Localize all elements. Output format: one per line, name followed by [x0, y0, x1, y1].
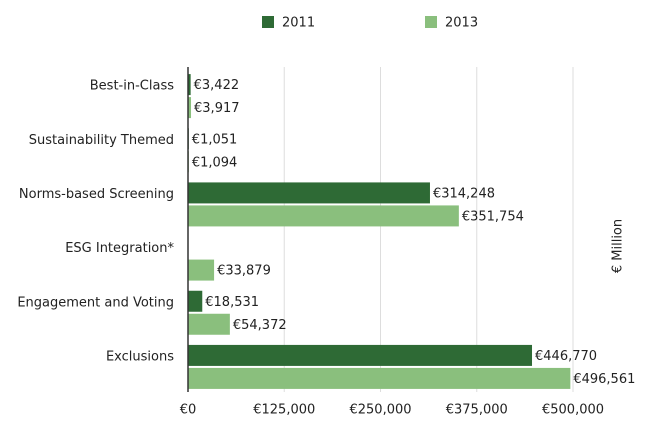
value-label: €314,248	[433, 186, 495, 201]
y-tick-label: Norms-based Screening	[19, 187, 174, 202]
bar	[188, 313, 230, 335]
bar	[188, 74, 191, 96]
bar	[188, 344, 533, 366]
value-label: €3,917	[194, 101, 240, 116]
value-label: €33,879	[217, 264, 271, 279]
value-label: €1,051	[192, 132, 238, 147]
legend-label: 2011	[282, 16, 315, 31]
legend-swatch	[425, 16, 437, 28]
bar	[188, 259, 215, 281]
y-tick-label: Sustainability Themed	[29, 133, 174, 148]
legend-label: 2013	[445, 16, 478, 31]
y-tick-label: Exclusions	[106, 349, 174, 364]
value-label: €1,094	[192, 155, 238, 170]
bar	[188, 290, 203, 312]
y-tick-label: Best-in-Class	[90, 79, 174, 94]
value-label: €351,754	[462, 209, 524, 224]
y-tick-label: ESG Integration*	[65, 241, 174, 256]
legend-swatch	[262, 16, 274, 28]
value-label: €446,770	[535, 349, 597, 364]
value-label: €18,531	[205, 295, 259, 310]
value-label: €3,422	[194, 78, 240, 93]
x-tick-label: €500,000	[542, 403, 604, 418]
x-tick-label: €125,000	[253, 403, 315, 418]
x-tick-label: €0	[180, 403, 197, 418]
bar	[188, 205, 459, 227]
x-axis-label: € Million	[611, 219, 626, 273]
value-label: €54,372	[233, 318, 287, 333]
x-tick-label: €375,000	[446, 403, 508, 418]
y-tick-label: Engagement and Voting	[17, 295, 174, 310]
value-label: €496,561	[573, 372, 635, 387]
bar	[188, 367, 571, 389]
bar	[188, 97, 192, 119]
bar	[188, 182, 430, 204]
x-tick-label: €250,000	[349, 403, 411, 418]
